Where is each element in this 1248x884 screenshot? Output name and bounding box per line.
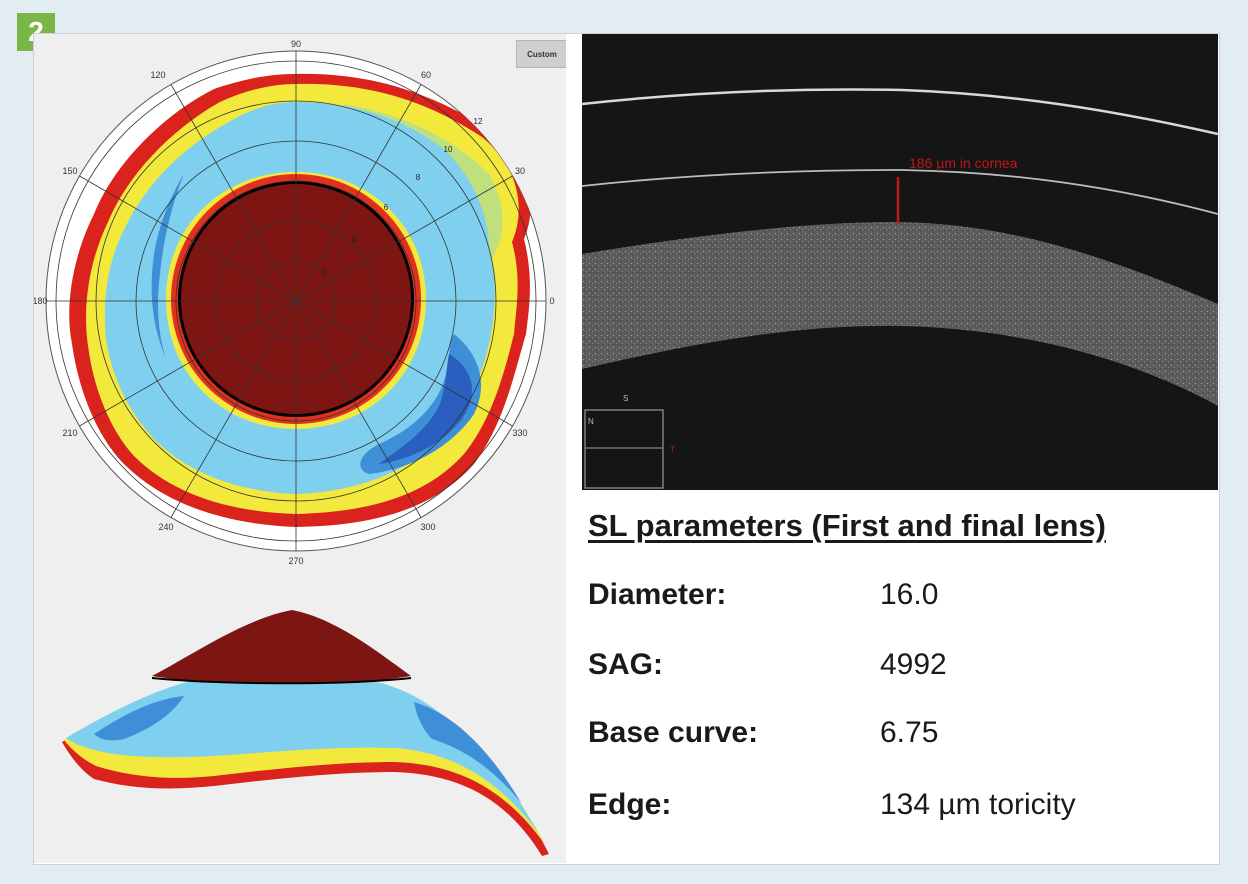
parameters-title: SL parameters (First and final lens)	[588, 508, 1106, 543]
radius-label: 10	[444, 145, 453, 154]
angle-label: 150	[62, 166, 77, 176]
profile-map	[62, 610, 549, 856]
profile-center-dark-red	[152, 610, 411, 684]
oct-scan-svg: 186 µm in cornea S N T	[582, 88, 1218, 489]
oct-scan-image: 186 µm in cornea S N T	[582, 34, 1218, 490]
radius-label: 6	[384, 203, 389, 212]
orientation-inset: S N T	[584, 394, 675, 489]
radius-label: 12	[474, 117, 483, 126]
angle-label: 300	[420, 522, 435, 532]
parameter-value: 134 µm toricity	[880, 788, 1076, 821]
radius-label: 4	[352, 235, 357, 244]
topography-map-svg: 90 60 30 0 330 300 270 240 210 180 150 1…	[34, 39, 555, 856]
angle-label: 0	[549, 296, 554, 306]
polar-grid	[46, 51, 546, 551]
angle-label: 180	[34, 296, 48, 306]
inset-label-t: T	[670, 445, 675, 454]
radius-label: 8	[416, 173, 421, 182]
angle-label: 330	[512, 428, 527, 438]
angle-label: 210	[62, 428, 77, 438]
radius-label: 2	[321, 268, 326, 277]
angle-label: 240	[158, 522, 173, 532]
parameter-label: SAG:	[588, 648, 663, 681]
cornea-tissue	[582, 222, 1218, 406]
inset-label-n: N	[588, 417, 594, 426]
parameter-row-base-curve: Base curve: 6.75	[588, 716, 938, 750]
angle-label: 30	[515, 166, 525, 176]
angle-label: 120	[150, 70, 165, 80]
map-dark-blue-zone	[379, 354, 472, 464]
topography-panel: Custom	[34, 34, 566, 863]
parameter-row-edge: Edge: 134 µm toricity	[588, 788, 1076, 822]
inset-label-s: S	[623, 394, 628, 403]
parameter-value: 6.75	[880, 716, 939, 749]
custom-button[interactable]: Custom	[516, 40, 566, 68]
angle-label: 60	[421, 70, 431, 80]
parameter-label: Edge:	[588, 788, 672, 821]
angle-label: 90	[291, 39, 301, 49]
lens-parameters-panel: SL parameters (First and final lens) Dia…	[566, 490, 1218, 863]
parameter-row-sag: SAG: 4992	[588, 648, 947, 682]
angle-label: 270	[288, 556, 303, 566]
lens-front-surface	[582, 88, 1218, 136]
parameter-row-diameter: Diameter: 16.0	[588, 578, 938, 612]
profile-lens-outline	[151, 677, 412, 685]
clearance-measurement-label: 186 µm in cornea	[909, 155, 1018, 171]
parameter-label: Diameter:	[588, 578, 727, 611]
parameter-value: 4992	[880, 648, 947, 681]
parameter-label: Base curve:	[588, 716, 759, 749]
lens-back-surface	[582, 169, 1218, 215]
parameter-value: 16.0	[880, 578, 939, 611]
